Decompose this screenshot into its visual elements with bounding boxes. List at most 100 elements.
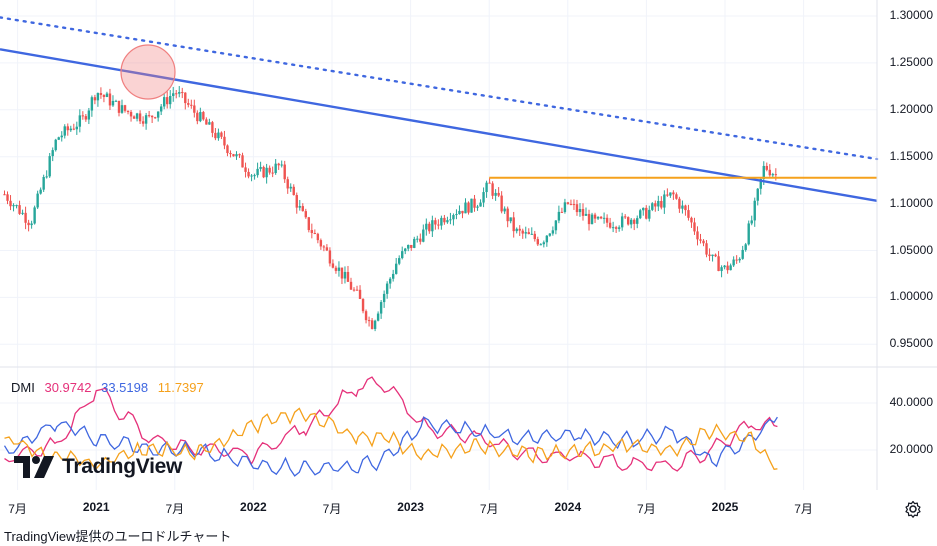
candle-up [753,200,756,221]
candle-down [434,220,437,225]
candle-down [633,219,636,224]
candle-down [714,254,717,257]
candle-up [394,263,398,274]
settings-gear-icon[interactable] [903,499,923,519]
price-tick-label: 1.25000 [889,54,933,69]
trendline-solid [0,48,878,202]
candle-down [6,194,9,201]
candle-up [651,203,654,210]
candle-down [675,194,678,199]
candle-up [590,214,594,225]
candle-down [27,222,30,226]
candle-down [132,116,136,119]
candle-down [223,136,226,146]
candle-down [102,94,106,97]
candle-up [162,97,166,107]
candle-up [636,218,639,224]
candle-down [268,167,271,173]
candle-down [581,209,585,216]
dmi-line-2 [3,416,778,477]
dmi-tick-label: 40.0000 [889,395,933,409]
candle-up [156,111,160,118]
candle-up [720,267,723,272]
candle-down [262,167,265,178]
price-tick-label: 1.30000 [889,8,933,22]
candle-up [391,273,395,279]
grid-lines [0,0,877,490]
time-tick-label: 7月 [322,502,342,516]
candle-down [352,289,356,291]
candle-down [220,132,223,137]
candle-down [123,105,127,111]
candle-up [464,202,467,214]
candle-up [51,150,54,157]
candle-down [147,115,151,117]
candle-down [608,222,612,228]
time-tick-label: 7月 [637,502,656,516]
candle-down [521,230,524,234]
candle-down [283,164,286,180]
candle-up [747,223,750,245]
candle-up [602,217,606,219]
candle-down [364,311,368,321]
candle-down [467,202,470,213]
candle-up [524,232,527,234]
candle-up [235,154,238,157]
candle-down [512,217,515,232]
candle-up [446,220,449,223]
trendlines [0,16,879,202]
candle-down [9,200,12,207]
candle-down [491,183,494,196]
time-tick-label: 7月 [165,502,185,516]
candle-up [545,235,549,243]
candle-up [178,92,181,94]
candle-down [18,205,21,214]
candle-up [756,188,759,201]
candle-down [355,289,359,291]
candle-down [349,281,353,290]
candle-down [181,92,184,94]
candle-up [42,176,45,190]
candle-down [214,132,217,139]
axes [0,0,937,490]
candle-down [699,239,702,241]
candle-down [84,116,88,120]
candle-up [515,228,518,232]
candle-down [322,246,326,248]
time-tick-label: 7月 [794,502,813,516]
candle-up [15,205,18,207]
candle-up [452,215,455,220]
candle-down [708,254,711,257]
candle-down [141,121,145,124]
price-tick-label: 1.00000 [889,289,933,304]
candle-up [265,167,268,178]
candle-up [563,202,567,213]
candle-down [626,217,630,225]
candle-up [596,216,600,219]
candle-down [678,198,681,209]
candle-up [729,265,732,271]
tradingview-logo: TradingView [14,455,182,479]
dmi-line-1 [4,376,778,472]
candle-up [771,174,775,176]
candle-down [193,105,196,113]
candle-down [645,207,648,219]
candle-up [578,209,582,213]
candle-down [473,198,476,208]
candle-down [108,93,112,106]
candle-down [428,223,431,232]
candle-up [413,238,416,248]
candle-up [554,220,558,231]
candle-down [292,186,295,196]
candle-up [551,230,555,234]
candle-down [774,174,778,176]
candle-down [726,265,729,271]
candle-up [557,211,561,221]
tradingview-logo-icon [14,456,54,478]
candle-down [569,203,573,205]
candle-up [12,205,15,207]
candle-down [229,153,232,155]
candle-up [289,186,292,189]
candle-down [66,126,69,131]
candle-up [416,238,419,240]
